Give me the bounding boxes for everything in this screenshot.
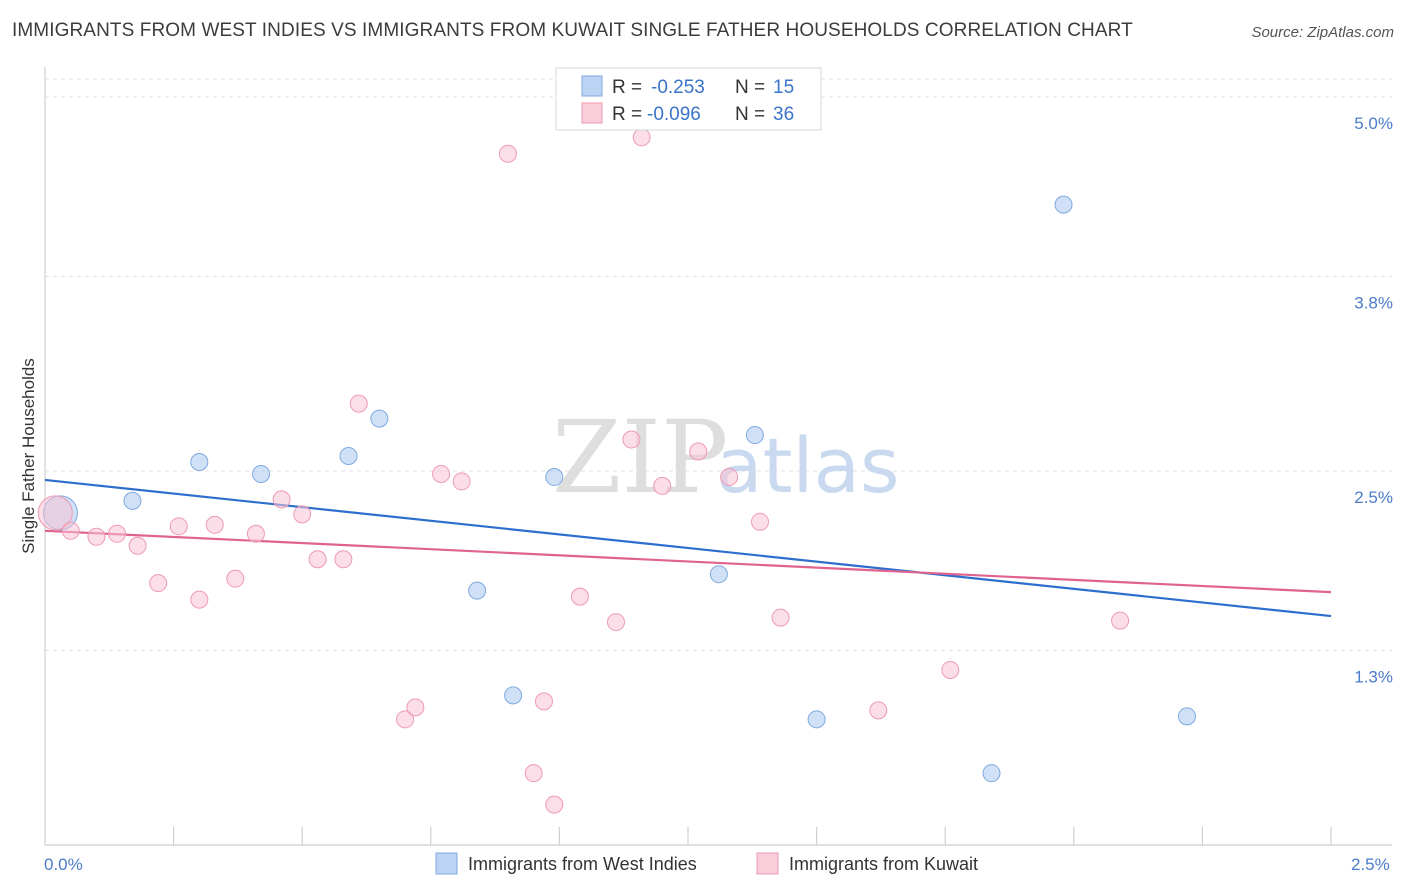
legend-r-value-2: -0.096 (647, 104, 701, 125)
point-kuwait (128, 536, 147, 555)
point-kuwait (169, 517, 188, 536)
point-kuwait (1111, 611, 1130, 630)
y-tick-label: 1.3% (1354, 668, 1393, 687)
legend-swatch-west-indies (581, 75, 603, 97)
point-kuwait (334, 550, 353, 569)
point-kuwait (751, 512, 770, 531)
x-axis-ticks (173, 827, 1332, 845)
data-points (37, 128, 1196, 814)
point-kuwait (61, 521, 80, 540)
series-legend-label-kuwait: Immigrants from Kuwait (789, 854, 978, 874)
point-kuwait (246, 524, 265, 543)
legend-n-value-1: 15 (773, 77, 794, 98)
point-west-indies (123, 491, 142, 510)
point-kuwait (272, 490, 291, 509)
y-axis-label: Single Father Households (19, 358, 38, 554)
point-kuwait (108, 524, 127, 543)
point-west-indies (190, 452, 209, 471)
legend-r-label-2: R = (612, 104, 642, 125)
point-kuwait (396, 710, 415, 729)
point-kuwait (149, 574, 168, 593)
point-west-indies (504, 686, 523, 705)
point-kuwait (632, 128, 651, 147)
trendline-west-indies (44, 478, 1332, 618)
legend-n-value-2: 36 (773, 104, 794, 125)
point-kuwait (869, 701, 888, 720)
point-kuwait (226, 569, 245, 588)
source-note: Source: ZipAtlas.com (1251, 24, 1394, 41)
series-legend-swatch-west-indies (435, 852, 458, 875)
legend-r-label-1: R = (612, 77, 642, 98)
y-tick-label: 5.0% (1354, 114, 1393, 133)
x-tick-label-max: 2.5% (1351, 855, 1390, 874)
point-kuwait (720, 467, 739, 486)
x-tick-label-min: 0.0% (44, 855, 83, 874)
legend-r-value-1: -0.253 (651, 77, 705, 98)
point-west-indies (370, 409, 389, 428)
point-kuwait (349, 394, 368, 413)
point-kuwait (293, 505, 312, 524)
point-kuwait (771, 608, 790, 627)
point-west-indies (709, 565, 728, 584)
point-kuwait (432, 464, 451, 483)
y-tick-label: 2.5% (1354, 488, 1393, 507)
legend-n-label-1: N = (735, 77, 765, 98)
point-west-indies (807, 710, 826, 729)
point-west-indies (1177, 707, 1196, 726)
point-kuwait (606, 613, 625, 632)
stats-legend: R = -0.253 N = 15 R = -0.096 N = 36 (555, 67, 822, 131)
point-kuwait (941, 660, 960, 679)
series-legend-label-west-indies: Immigrants from West Indies (468, 854, 697, 874)
point-kuwait (205, 515, 224, 534)
point-kuwait (406, 698, 425, 717)
point-west-indies (745, 426, 764, 445)
series-legend-swatch-kuwait (756, 852, 779, 875)
legend-n-label-2: N = (735, 104, 765, 125)
point-kuwait (622, 430, 641, 449)
point-west-indies (545, 467, 564, 486)
point-west-indies (339, 447, 358, 465)
point-kuwait (498, 144, 517, 163)
axes (44, 67, 1392, 846)
series-legend: Immigrants from West Indies Immigrants f… (435, 852, 978, 875)
chart-title: IMMIGRANTS FROM WEST INDIES VS IMMIGRANT… (12, 20, 1133, 41)
point-kuwait (308, 550, 327, 569)
watermark-atlas: atlas (716, 421, 900, 510)
gridlines (45, 78, 1392, 651)
point-kuwait (452, 472, 471, 491)
point-kuwait (689, 442, 708, 461)
point-west-indies (252, 464, 271, 483)
point-kuwait (570, 587, 589, 606)
legend-swatch-kuwait (581, 102, 603, 124)
y-tick-labels: 1.3% 2.5% 3.8% 5.0% (1354, 114, 1393, 687)
point-kuwait (534, 692, 553, 711)
point-west-indies (1054, 195, 1073, 214)
point-west-indies (982, 764, 1001, 783)
y-tick-label: 3.8% (1354, 293, 1393, 312)
point-kuwait (37, 495, 73, 531)
watermark: ZIP atlas (552, 399, 900, 516)
point-kuwait (190, 590, 209, 609)
point-kuwait (524, 764, 543, 783)
point-kuwait (653, 476, 672, 495)
point-kuwait (545, 795, 564, 814)
point-west-indies (468, 581, 487, 600)
point-kuwait (87, 527, 106, 546)
